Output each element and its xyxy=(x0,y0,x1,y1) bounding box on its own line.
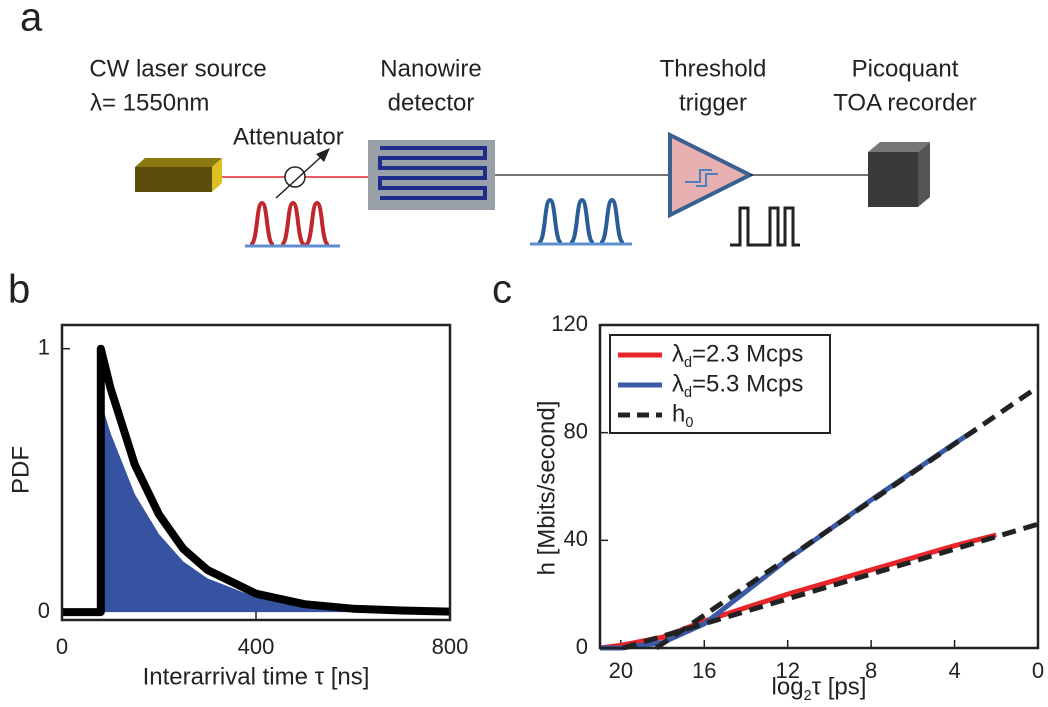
line xyxy=(600,427,977,651)
label: TOA recorder xyxy=(833,89,977,116)
label: trigger xyxy=(679,89,747,116)
x-tick-label: 16 xyxy=(692,658,716,683)
label: Picoquant xyxy=(852,55,959,82)
diagram-shapes xyxy=(135,131,930,248)
y-tick-label: 1 xyxy=(38,335,50,360)
label: detector xyxy=(388,89,475,116)
plot-frame xyxy=(60,323,452,622)
label: λ= 1550nm xyxy=(90,89,209,116)
x-tick-label: 20 xyxy=(609,658,633,683)
y-axis-label: h [Mbits/second] xyxy=(533,401,560,576)
label: CW laser source xyxy=(89,55,266,82)
x-axis-label: Interarrival time τ [ns] xyxy=(143,663,370,690)
y-tick-label: 40 xyxy=(564,526,588,551)
area xyxy=(62,401,450,613)
line xyxy=(622,384,1040,651)
y-tick-label: 80 xyxy=(564,418,588,443)
x-tick-label: 4 xyxy=(948,658,960,683)
x-axis-label: log2τ [ps] xyxy=(772,673,867,702)
legend-label: λd=5.3 Mcps xyxy=(672,370,803,400)
y-tick-label: 0 xyxy=(576,634,588,659)
y-tick-label: 120 xyxy=(551,311,588,336)
label: Threshold xyxy=(660,55,767,82)
line xyxy=(62,344,451,617)
panel-letter: c xyxy=(492,268,512,312)
x-tick-label: 800 xyxy=(432,634,469,659)
panel-letter: b xyxy=(8,268,30,312)
y-axis-label: PDF xyxy=(7,446,34,494)
y-tick-label: 0 xyxy=(38,598,50,623)
x-tick-label: 12 xyxy=(775,658,799,683)
x-tick-label: 8 xyxy=(865,658,877,683)
x-tick-label: 0 xyxy=(1032,658,1044,683)
x-tick-label: 400 xyxy=(238,634,275,659)
label: Nanowire xyxy=(380,55,481,82)
label: Attenuator xyxy=(233,123,344,150)
panel-letter: a xyxy=(20,0,43,40)
x-tick-label: 0 xyxy=(56,634,68,659)
legend-label: λd=2.3 Mcps xyxy=(672,340,803,370)
plot-frame xyxy=(598,323,1040,650)
